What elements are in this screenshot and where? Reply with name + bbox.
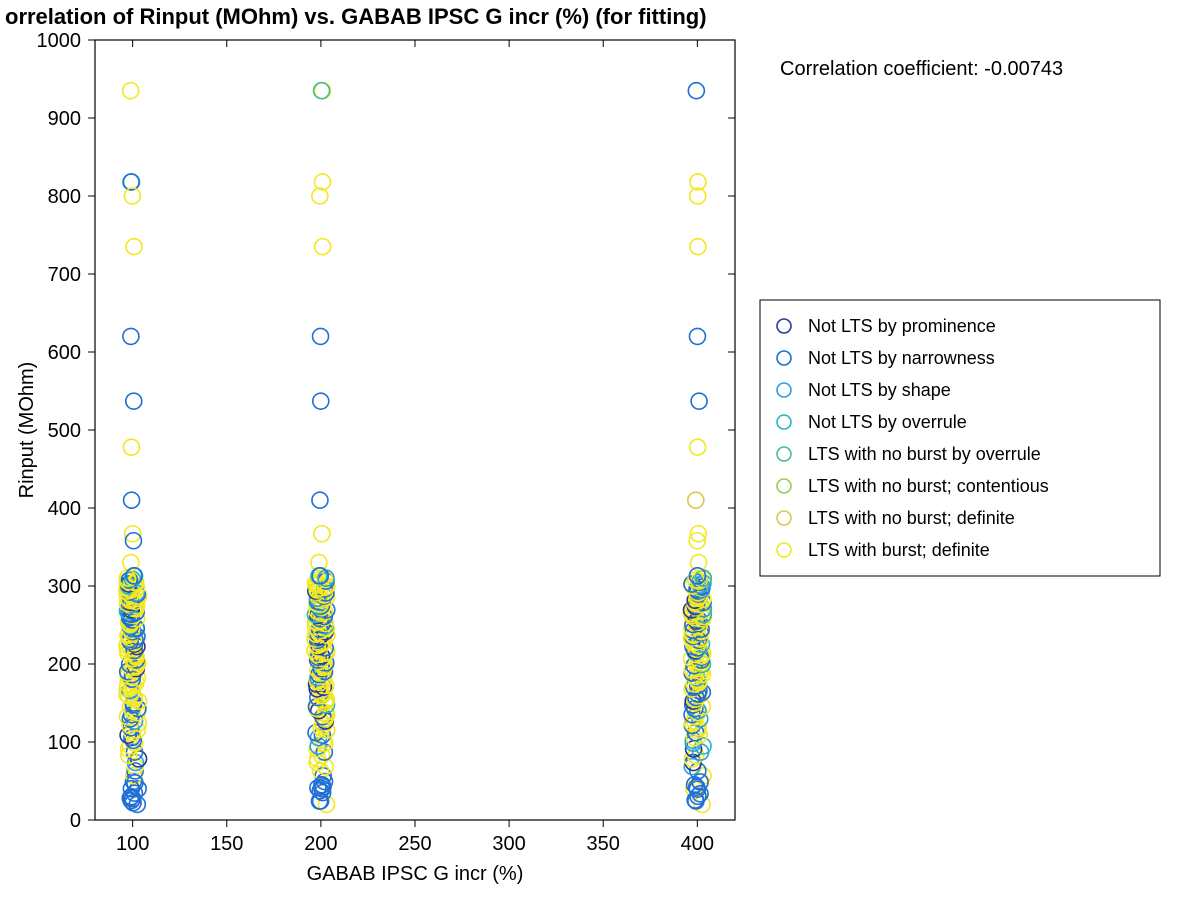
scatter-points — [119, 83, 711, 813]
data-point — [314, 83, 330, 99]
data-point — [124, 492, 140, 508]
legend-label: LTS with burst; definite — [808, 540, 990, 560]
y-tick-label: 900 — [48, 108, 81, 130]
data-point — [690, 439, 706, 455]
data-point — [126, 239, 142, 255]
correlation-annotation: Correlation coefficient: -0.00743 — [780, 58, 1063, 80]
legend-label: Not LTS by shape — [808, 380, 951, 400]
legend-label: Not LTS by narrowness — [808, 348, 995, 368]
data-point — [689, 328, 705, 344]
y-axis-label: Rinput (MOhm) — [16, 362, 38, 499]
y-tick-label: 400 — [48, 498, 81, 520]
y-tick-label: 800 — [48, 186, 81, 208]
data-point — [314, 174, 330, 190]
data-point — [126, 393, 142, 409]
x-tick-label: 350 — [587, 833, 620, 855]
plot-box — [95, 40, 735, 820]
y-tick-label: 0 — [70, 810, 81, 832]
data-point — [123, 328, 139, 344]
y-tick-label: 200 — [48, 654, 81, 676]
x-tick-label: 150 — [210, 833, 243, 855]
x-tick-label: 300 — [492, 833, 525, 855]
y-tick-label: 1000 — [37, 30, 82, 52]
data-point — [312, 188, 328, 204]
scatter-plot: orrelation of Rinput (MOhm) vs. GABAB IP… — [0, 0, 1200, 900]
x-tick-label: 200 — [304, 833, 337, 855]
chart-title: orrelation of Rinput (MOhm) vs. GABAB IP… — [5, 4, 707, 29]
data-point — [123, 83, 139, 99]
data-point — [688, 492, 704, 508]
data-point — [312, 492, 328, 508]
y-tick-label: 500 — [48, 420, 81, 442]
x-tick-label: 400 — [681, 833, 714, 855]
x-tick-label: 100 — [116, 833, 149, 855]
x-axis-label: GABAB IPSC G incr (%) — [307, 863, 524, 885]
legend-label: LTS with no burst; contentious — [808, 476, 1049, 496]
data-point — [313, 393, 329, 409]
y-tick-label: 700 — [48, 264, 81, 286]
legend-box — [760, 300, 1160, 576]
legend-label: Not LTS by overrule — [808, 412, 967, 432]
data-point — [691, 393, 707, 409]
data-point — [123, 439, 139, 455]
data-point — [314, 526, 330, 542]
legend-label: LTS with no burst by overrule — [808, 444, 1041, 464]
y-tick-label: 600 — [48, 342, 81, 364]
data-point — [313, 328, 329, 344]
data-point — [315, 239, 331, 255]
x-tick-label: 250 — [398, 833, 431, 855]
legend-label: LTS with no burst; definite — [808, 508, 1015, 528]
data-point — [690, 239, 706, 255]
y-tick-label: 300 — [48, 576, 81, 598]
legend-label: Not LTS by prominence — [808, 316, 996, 336]
data-point — [688, 83, 704, 99]
y-tick-label: 100 — [48, 732, 81, 754]
